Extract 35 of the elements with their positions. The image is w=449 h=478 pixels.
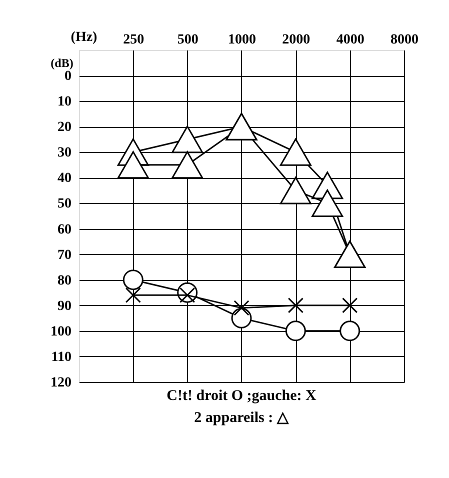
y-tick-label: 120	[50, 376, 72, 390]
y-tick-label: 30	[58, 146, 72, 161]
y-axis-title: (dB)	[50, 56, 74, 70]
y-tick-label: 50	[58, 196, 72, 212]
point	[234, 300, 250, 316]
x-tick-label: 8000	[390, 32, 418, 48]
point	[342, 298, 358, 314]
point	[285, 320, 306, 342]
y-tick-label: 80	[58, 273, 72, 288]
x-tick-label: 250	[123, 32, 144, 48]
y-tick-label: 60	[58, 222, 72, 238]
point	[122, 270, 144, 290]
point	[288, 298, 304, 314]
y-tick-label: 20	[58, 120, 72, 136]
point	[280, 138, 312, 166]
y-tick-label: 40	[58, 171, 72, 186]
text: C!t! droit O ;gauche: X	[166, 388, 317, 404]
y-tick-label: 10	[58, 94, 72, 110]
y-tick-label: 100	[50, 324, 72, 340]
x-tick-label: 2000	[282, 32, 310, 48]
x-axis-title: (Hz)	[70, 30, 98, 45]
y-tick-label: 90	[58, 298, 72, 314]
x-tick-label: 4000	[336, 32, 364, 48]
y-tick-label: 70	[58, 248, 72, 263]
point	[125, 287, 141, 303]
x-tick-label: 1000	[228, 32, 256, 48]
point	[172, 126, 204, 154]
point	[172, 151, 204, 179]
x-tick-label: 500	[177, 32, 198, 48]
text: 2 appareils : △	[194, 410, 289, 426]
point	[340, 320, 360, 342]
point	[117, 151, 149, 179]
y-tick-label: 110	[51, 350, 72, 365]
point	[280, 176, 312, 204]
y-tick-label: 0	[64, 69, 72, 84]
